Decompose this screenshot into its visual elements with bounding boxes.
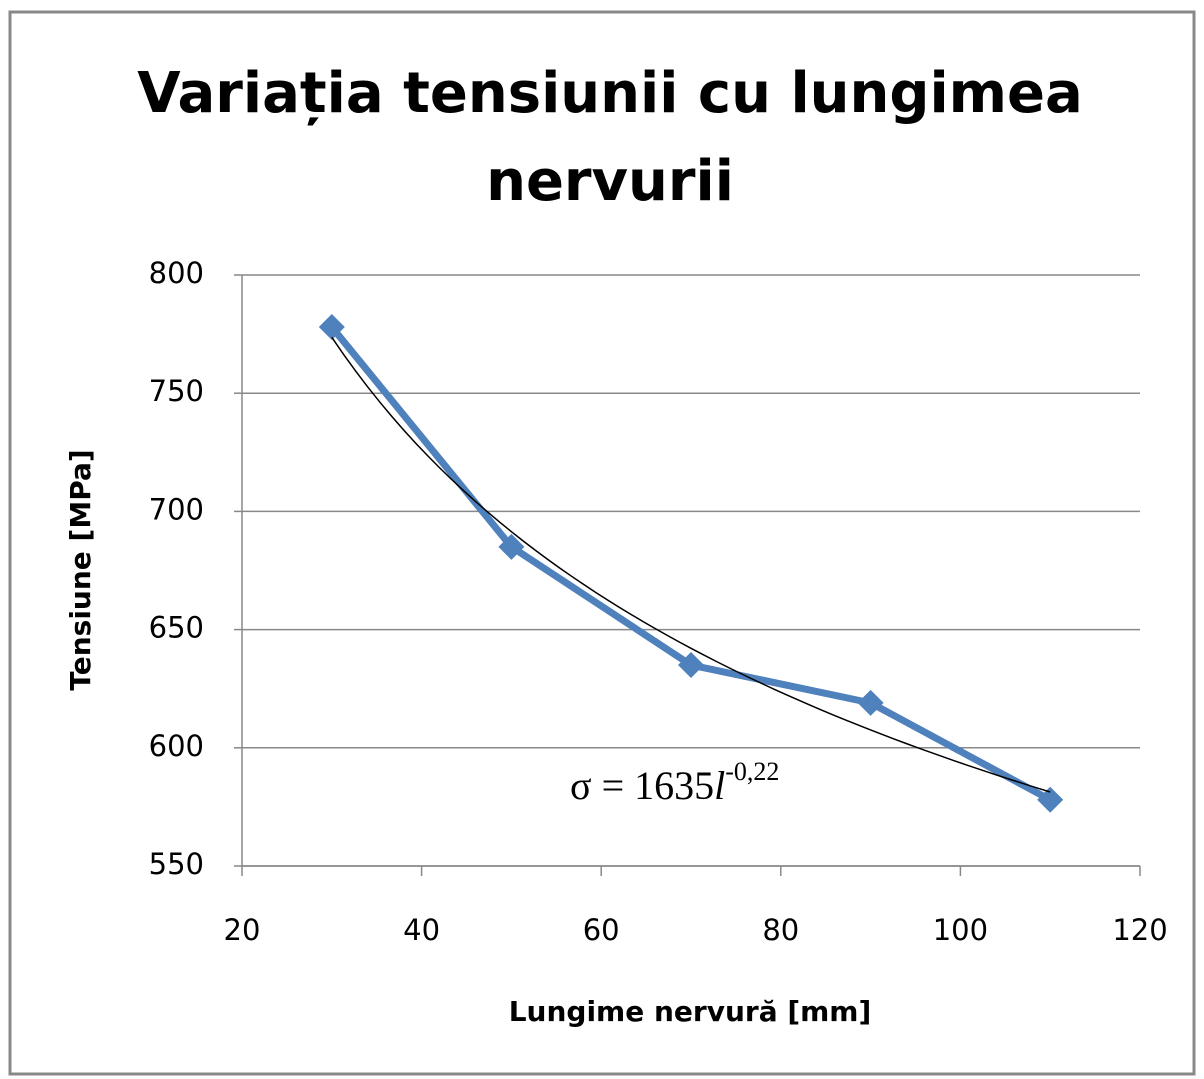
trendline [331, 336, 1051, 793]
y-tick-label: 650 [149, 611, 204, 645]
data-marker [318, 314, 345, 341]
y-tick-label: 800 [149, 256, 204, 290]
x-tick-label: 120 [1112, 913, 1167, 947]
x-tick-label: 100 [933, 913, 988, 947]
data-marker [678, 652, 704, 679]
data-marker [1037, 786, 1064, 813]
y-tick-label: 600 [149, 729, 204, 763]
chart-frame [8, 10, 1196, 1076]
y-tick-label: 550 [149, 847, 204, 881]
x-axis-label: Lungime nervură [mm] [509, 995, 872, 1028]
equation-coefficient: 1635 [634, 763, 714, 808]
y-tick-label: 700 [149, 492, 204, 526]
x-tick-label: 20 [224, 913, 261, 947]
data-marker [498, 533, 525, 560]
chart-title: Variația tensiunii cu lungimea nervurii [137, 61, 1083, 214]
y-axis-label: Tensiune [MPa] [64, 449, 97, 690]
equation-prefix: σ = [570, 763, 634, 808]
x-tick-label: 40 [403, 913, 440, 947]
x-tick-label: 60 [583, 913, 620, 947]
equation-exponent: -0,22 [725, 757, 779, 786]
y-tick-label: 750 [149, 374, 204, 408]
data-line [329, 324, 1052, 803]
equation-variable: l [714, 763, 725, 808]
x-tick-label: 80 [762, 913, 799, 947]
data-marker [857, 689, 884, 716]
trendline-equation: σ = 1635l-0,22 [570, 757, 779, 808]
